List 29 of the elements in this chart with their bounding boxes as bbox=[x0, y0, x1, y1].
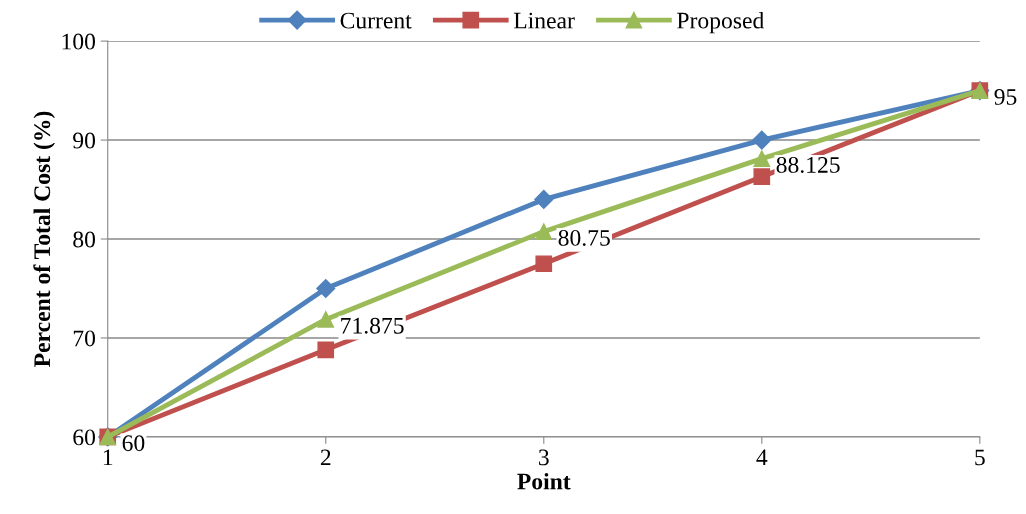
point bbox=[317, 341, 335, 359]
point bbox=[753, 168, 771, 186]
legend-label: Proposed bbox=[677, 11, 765, 34]
point bbox=[753, 150, 771, 167]
y-tick-label: 60 bbox=[73, 429, 96, 446]
y-tick-label: 80 bbox=[73, 231, 96, 248]
data-label: 60 bbox=[122, 435, 145, 452]
data-label: 80.75 bbox=[558, 229, 610, 246]
x-tick-label: 1 bbox=[103, 449, 113, 466]
point bbox=[752, 130, 772, 150]
y-tick-label: 90 bbox=[73, 132, 96, 149]
x-tick-label: 2 bbox=[320, 449, 331, 466]
y-tick-label: 70 bbox=[73, 330, 96, 347]
x-tick-label: 5 bbox=[975, 449, 985, 466]
point bbox=[534, 189, 554, 209]
x-axis-title: Point bbox=[517, 472, 571, 490]
point bbox=[316, 278, 336, 299]
x-tick-label: 4 bbox=[756, 449, 768, 466]
data-label: 71.875 bbox=[341, 317, 404, 334]
y-tick-label: 100 bbox=[62, 33, 96, 50]
point bbox=[317, 311, 335, 328]
data-label: 95 bbox=[994, 88, 1017, 105]
y-axis-title: Percent of Total Cost (%) bbox=[33, 111, 55, 367]
point bbox=[535, 223, 553, 240]
data-label: 88.125 bbox=[776, 156, 840, 173]
x-tick-label: 3 bbox=[539, 449, 549, 466]
legend-label: Linear bbox=[513, 12, 575, 29]
point bbox=[535, 255, 553, 273]
legend-label: Current bbox=[340, 12, 412, 29]
